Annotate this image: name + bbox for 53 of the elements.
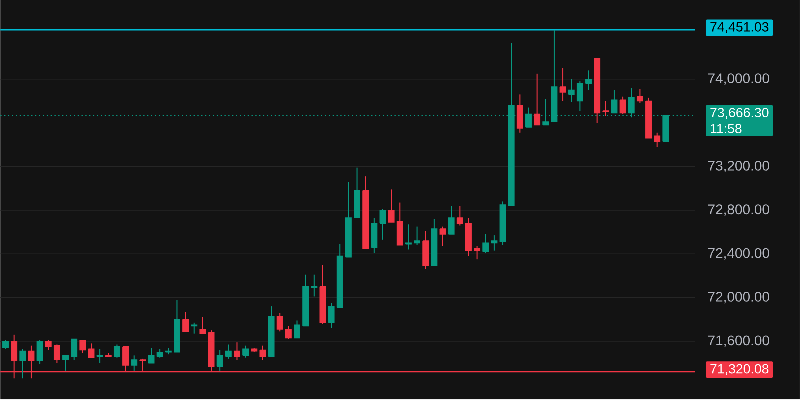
candlestick	[560, 68, 566, 102]
y-tick-label: 72,800.00	[708, 204, 770, 216]
candlestick	[276, 312, 284, 332]
candlestick	[294, 320, 300, 339]
candlestick	[328, 302, 335, 330]
candlestick	[200, 317, 206, 334]
y-tick-label: 73,200.00	[708, 161, 770, 173]
candlestick	[576, 81, 584, 112]
candlestick	[311, 274, 318, 298]
candlestick	[131, 355, 138, 372]
candlestick	[54, 344, 60, 364]
candlestick	[491, 235, 498, 252]
ref-line-label: 74,451.03	[710, 22, 769, 34]
candlestick	[414, 226, 421, 246]
y-tick-label: 72,000.00	[708, 292, 770, 304]
candlestick	[542, 98, 550, 126]
candlestick	[620, 96, 626, 115]
candlestick	[260, 346, 266, 361]
ref-line-label: 73,666.30	[710, 108, 769, 120]
candlestick	[482, 234, 490, 254]
candlestick	[636, 88, 644, 104]
candlestick	[88, 343, 95, 359]
candlestick	[62, 355, 69, 372]
candlestick	[456, 206, 464, 226]
candlestick	[182, 312, 190, 332]
candlestick	[516, 94, 524, 134]
text: 11:58	[711, 124, 742, 134]
candlestick	[654, 132, 661, 148]
candlestick	[234, 342, 240, 361]
candlestick	[526, 107, 532, 128]
candlestick	[191, 322, 198, 334]
candlestick	[45, 340, 52, 351]
candlestick	[36, 340, 44, 366]
candlestick	[242, 346, 250, 359]
candlestick	[380, 209, 386, 241]
candlestick	[602, 100, 610, 118]
y-tick-label: 74,000.00	[708, 74, 770, 86]
candlestick	[440, 226, 446, 248]
y-tick-label: 72,400.00	[708, 248, 770, 260]
candlestick	[388, 189, 395, 224]
candlestick	[71, 338, 78, 361]
candlestick	[80, 340, 86, 354]
candlestick	[586, 70, 592, 91]
candlestick	[20, 348, 26, 380]
candlestick	[568, 79, 575, 103]
candlestick	[285, 326, 292, 340]
candlestick	[225, 344, 232, 360]
candlestick	[534, 74, 541, 126]
ref-line-label: 71,320.08	[710, 364, 769, 376]
candlestick	[216, 350, 224, 372]
candlestick	[114, 344, 120, 359]
y-tick-label: 71,600.00	[708, 336, 770, 348]
candlestick	[448, 206, 455, 236]
